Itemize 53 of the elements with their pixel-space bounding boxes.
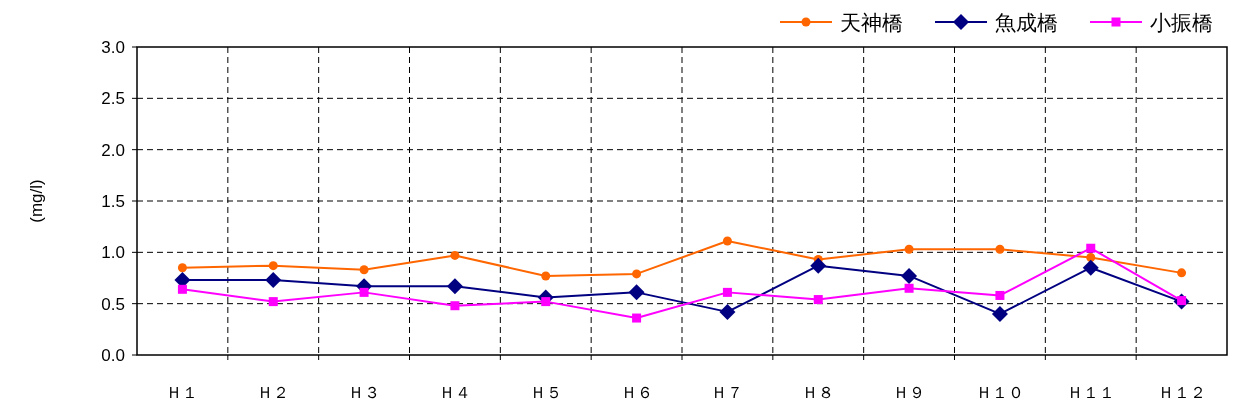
point (359, 265, 369, 275)
point (813, 295, 823, 305)
x-tick-label: Ｈ４ (438, 384, 471, 401)
y-tick-label: 1.0 (101, 243, 125, 263)
point (541, 271, 551, 281)
point (450, 250, 460, 260)
point (632, 269, 642, 279)
point (1086, 252, 1096, 262)
point (722, 287, 732, 297)
point (265, 272, 282, 289)
y-axis-title: (mg/l) (27, 179, 46, 223)
point (628, 284, 645, 301)
y-tick-label: 0.0 (101, 346, 125, 365)
y-tick-label: 0.5 (101, 294, 125, 314)
x-tick-label: Ｈ７ (711, 384, 744, 401)
point (177, 263, 187, 273)
x-tick-label: Ｈ１２ (1157, 384, 1206, 401)
y-tick-label: 3.0 (101, 38, 125, 57)
point (1177, 268, 1187, 278)
point (719, 303, 736, 320)
x-tick-label: Ｈ１ (166, 384, 199, 401)
point (995, 290, 1005, 300)
point (446, 278, 463, 295)
point (268, 261, 278, 271)
point (901, 267, 918, 284)
x-tick-label: Ｈ６ (620, 384, 653, 401)
point (991, 305, 1008, 322)
x-tick-label: Ｈ８ (802, 384, 835, 401)
legend-label: 天神橋 (840, 11, 903, 34)
point (1086, 243, 1096, 253)
point (995, 244, 1005, 254)
x-tick-label: Ｈ１１ (1066, 384, 1115, 401)
point (1082, 259, 1099, 276)
point (810, 257, 827, 274)
point (450, 301, 460, 311)
point (268, 297, 278, 307)
point (177, 284, 187, 294)
point (904, 283, 914, 293)
x-tick-label: Ｈ９ (893, 384, 926, 401)
legend-label: 魚成橋 (995, 11, 1058, 34)
x-tick-label: Ｈ５ (529, 384, 562, 401)
y-tick-label: 2.5 (101, 89, 125, 109)
legend-label: 小振橋 (1150, 11, 1213, 34)
x-tick-label: Ｈ２ (257, 384, 290, 401)
point (541, 297, 551, 307)
point (722, 236, 732, 246)
y-tick-label: 1.5 (101, 192, 125, 211)
x-tick-label: Ｈ１０ (975, 384, 1024, 401)
x-tick-label: Ｈ３ (348, 384, 381, 401)
point (359, 287, 369, 297)
y-tick-label: 2.0 (101, 140, 125, 160)
point (904, 244, 914, 254)
point (632, 313, 642, 323)
